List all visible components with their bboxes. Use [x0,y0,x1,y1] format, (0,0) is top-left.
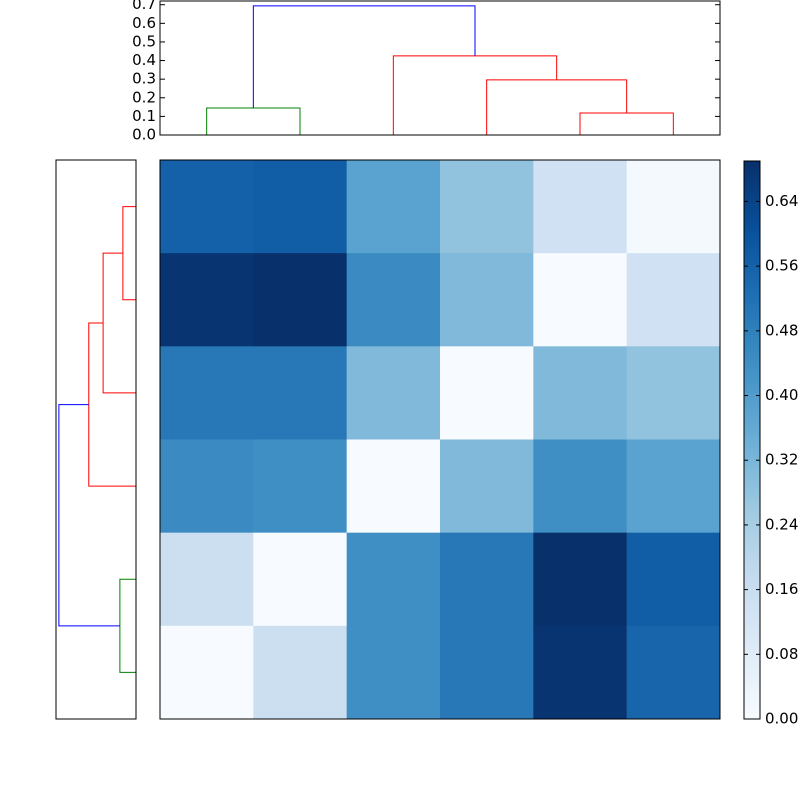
colorbar-tick-label: 0.08 [765,645,798,663]
colorbar-tick-label: 0.24 [765,515,798,533]
y-tick-label: 0.4 [132,51,156,69]
y-tick-label: 0.0 [132,126,156,144]
heatmap-cell [626,160,721,254]
heatmap-cell [440,346,534,440]
heatmap-cell [440,253,534,347]
heatmap-cell [626,532,721,627]
y-tick-label: 0.7 [132,0,156,13]
heatmap-cell [346,439,441,534]
heatmap-cell [533,346,628,440]
dendrogram-link [206,107,301,135]
heatmap-cell [253,439,348,534]
heatmap-cell [533,439,628,534]
dendrogram-link [579,112,674,135]
dendrogram-link [392,55,558,135]
y-tick-label: 0.5 [132,32,156,50]
heatmap-cell [346,625,441,720]
heatmap-cell [440,625,534,720]
heatmap-cell [160,253,254,347]
colorbar-tick-label: 0.56 [765,257,798,275]
heatmap-cell [440,532,534,627]
heatmap-cell [346,253,441,347]
heatmap-cell [533,160,628,254]
colorbar-tick-label: 0.40 [765,386,798,404]
heatmap-cell [440,160,534,254]
dendrogram-link [252,5,476,109]
axes-frame [55,159,137,720]
heatmap-cell [253,253,348,347]
dendrogram-link [119,578,136,673]
heatmap-cell [253,625,348,720]
heatmap-cell [533,532,628,627]
dendrogram-link [88,322,136,487]
heatmap-cell [626,625,721,720]
heatmap-cell [346,346,441,440]
heatmap-cell [626,346,721,440]
heatmap-cell [626,439,721,534]
axes-frame [159,159,721,720]
heatmap-cell [440,439,534,534]
dendrogram-link [58,404,120,627]
heatmap-cell [160,346,254,440]
colorbar-tick-label: 0.16 [765,580,798,598]
heatmap-cell [533,253,628,347]
colorbar-tick-label: 0.32 [765,451,798,469]
heatmap-cell [160,625,254,720]
dendrogram-link [122,206,136,301]
y-tick-label: 0.1 [132,107,156,125]
heatmap-cell [160,439,254,534]
heatmap-cell [253,160,348,254]
y-tick-label: 0.2 [132,88,156,106]
heatmap-cell [626,253,721,347]
dendrogram-link [102,252,136,394]
heatmap-cell [160,532,254,627]
colorbar [743,160,761,720]
y-tick-label: 0.6 [132,14,156,32]
colorbar-tick-label: 0.64 [765,192,798,210]
heatmap-cell [160,160,254,254]
heatmap-cell [253,532,348,627]
heatmap-cell [346,532,441,627]
heatmap-cell [533,625,628,720]
heatmap-cell [346,160,441,254]
y-tick-label: 0.3 [132,70,156,88]
colorbar-tick-label: 0.48 [765,321,798,339]
colorbar-tick-label: 0.00 [765,710,798,728]
heatmap-cell [253,346,348,440]
axes-frame [159,0,721,136]
dendrogram-link [486,79,628,135]
